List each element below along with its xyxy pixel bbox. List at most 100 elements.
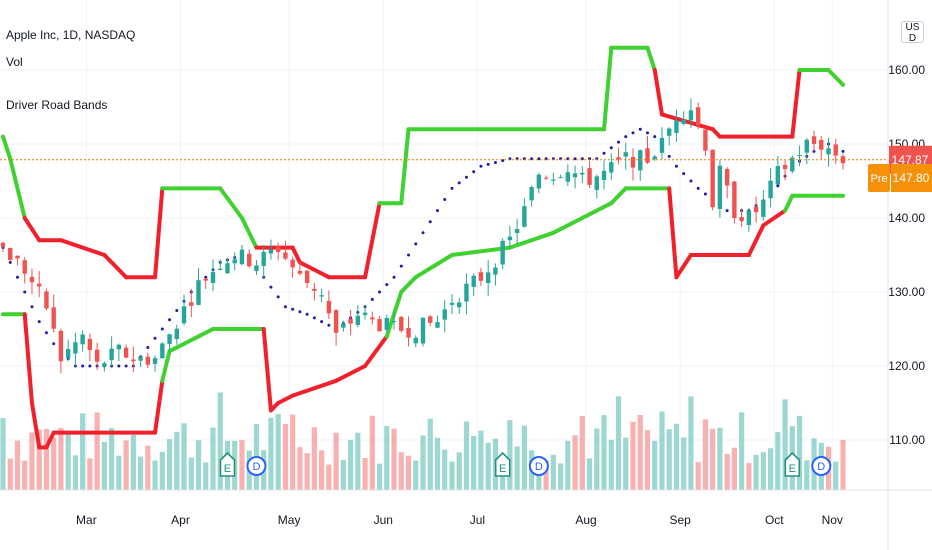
volume-bar (413, 460, 419, 490)
earnings-marker[interactable]: E (494, 451, 511, 477)
candle (239, 244, 245, 266)
candle (768, 167, 773, 208)
candle (529, 185, 534, 207)
candle (797, 145, 802, 167)
upper-band-segment (652, 68, 664, 117)
volume-bar (615, 396, 622, 490)
candle (645, 136, 650, 165)
candle-body (601, 170, 607, 180)
midline-dot (841, 149, 845, 153)
midline-dot (537, 157, 541, 161)
volume-bar (65, 434, 71, 490)
dividend-marker[interactable]: D (811, 456, 832, 476)
volume-bar (456, 452, 462, 490)
candle-body (152, 358, 158, 364)
candle (0, 241, 6, 253)
candle-body (312, 288, 317, 291)
volume-bar (51, 437, 57, 490)
earnings-marker-label: E (789, 463, 796, 475)
volume-bar (804, 460, 810, 490)
candle-body (102, 363, 107, 367)
driver-road-bands-label[interactable]: Driver Road Bands (6, 98, 108, 112)
candle-body (145, 356, 151, 365)
volume-bar (333, 432, 339, 490)
dividend-marker[interactable]: D (246, 456, 267, 476)
candle (145, 352, 151, 368)
volume-bar (290, 414, 296, 490)
dividend-circle-icon (811, 456, 832, 476)
volume-bar (137, 456, 144, 490)
volume-bar (434, 437, 441, 490)
candle (616, 147, 621, 165)
candle-body (710, 149, 715, 208)
dividend-marker[interactable]: D (528, 456, 549, 476)
candle-body (8, 247, 13, 260)
candle-body (790, 157, 795, 172)
lower-band-segment (29, 401, 42, 450)
midline-dot (457, 181, 461, 185)
volume-bar (644, 430, 651, 490)
volume-bar (767, 448, 774, 490)
volume-bar (557, 463, 564, 490)
candle (826, 137, 831, 167)
candle (268, 239, 274, 260)
earnings-marker[interactable]: E (219, 451, 236, 477)
candle (152, 355, 158, 372)
volume-bar (731, 447, 737, 490)
volume-bar (485, 442, 491, 490)
candle (514, 219, 520, 245)
candle (681, 111, 686, 126)
midline-dot (486, 162, 490, 166)
candle-body (630, 156, 636, 168)
midline-dot (146, 346, 150, 349)
upper-band-segment (8, 156, 27, 220)
volume-bar (652, 440, 658, 490)
x-tick-label: Apr (171, 513, 190, 527)
volume-bar (840, 439, 846, 490)
volume-bar (500, 464, 506, 490)
candle (630, 148, 636, 181)
candle-body (80, 334, 85, 345)
lower-band-segment (160, 349, 172, 383)
candle (667, 127, 672, 146)
candle (833, 138, 838, 164)
symbol-title[interactable]: Apple Inc, 1D, NASDAQ (6, 28, 136, 42)
volume-bar (275, 414, 281, 490)
volume-bar (130, 434, 136, 490)
currency-button[interactable]: US D (901, 21, 924, 44)
candle (15, 255, 20, 266)
midline-dot (8, 260, 12, 264)
volume-indicator-label[interactable]: Vol (6, 55, 23, 69)
volume-bar (268, 417, 274, 490)
midline-dot (407, 253, 411, 257)
volume-bar (550, 454, 556, 490)
earnings-marker-label: E (499, 463, 506, 475)
midline-dot (175, 309, 179, 312)
candle-body (775, 165, 781, 185)
candle (333, 309, 339, 346)
volume-bar (340, 460, 346, 490)
candle (746, 208, 752, 232)
candle (724, 167, 730, 199)
upper-band-segment (22, 216, 42, 243)
midline-dot (52, 342, 56, 346)
midline-dot (414, 242, 418, 246)
volume-bar (405, 455, 412, 490)
midline-dot (464, 175, 468, 179)
volume-bar (166, 439, 173, 490)
volume-bar (116, 455, 122, 490)
candle-body (804, 139, 809, 153)
x-tick-label: Jun (374, 513, 393, 527)
volume-bar (36, 429, 42, 490)
candle-body (232, 259, 237, 264)
midline-dot (204, 275, 208, 279)
candle (8, 247, 13, 262)
x-tick-label: Mar (76, 513, 97, 527)
volume-bar (43, 428, 50, 490)
midline-dot (638, 127, 642, 131)
earnings-marker[interactable]: E (784, 451, 801, 477)
candle-body (160, 343, 165, 359)
candle (551, 173, 556, 186)
